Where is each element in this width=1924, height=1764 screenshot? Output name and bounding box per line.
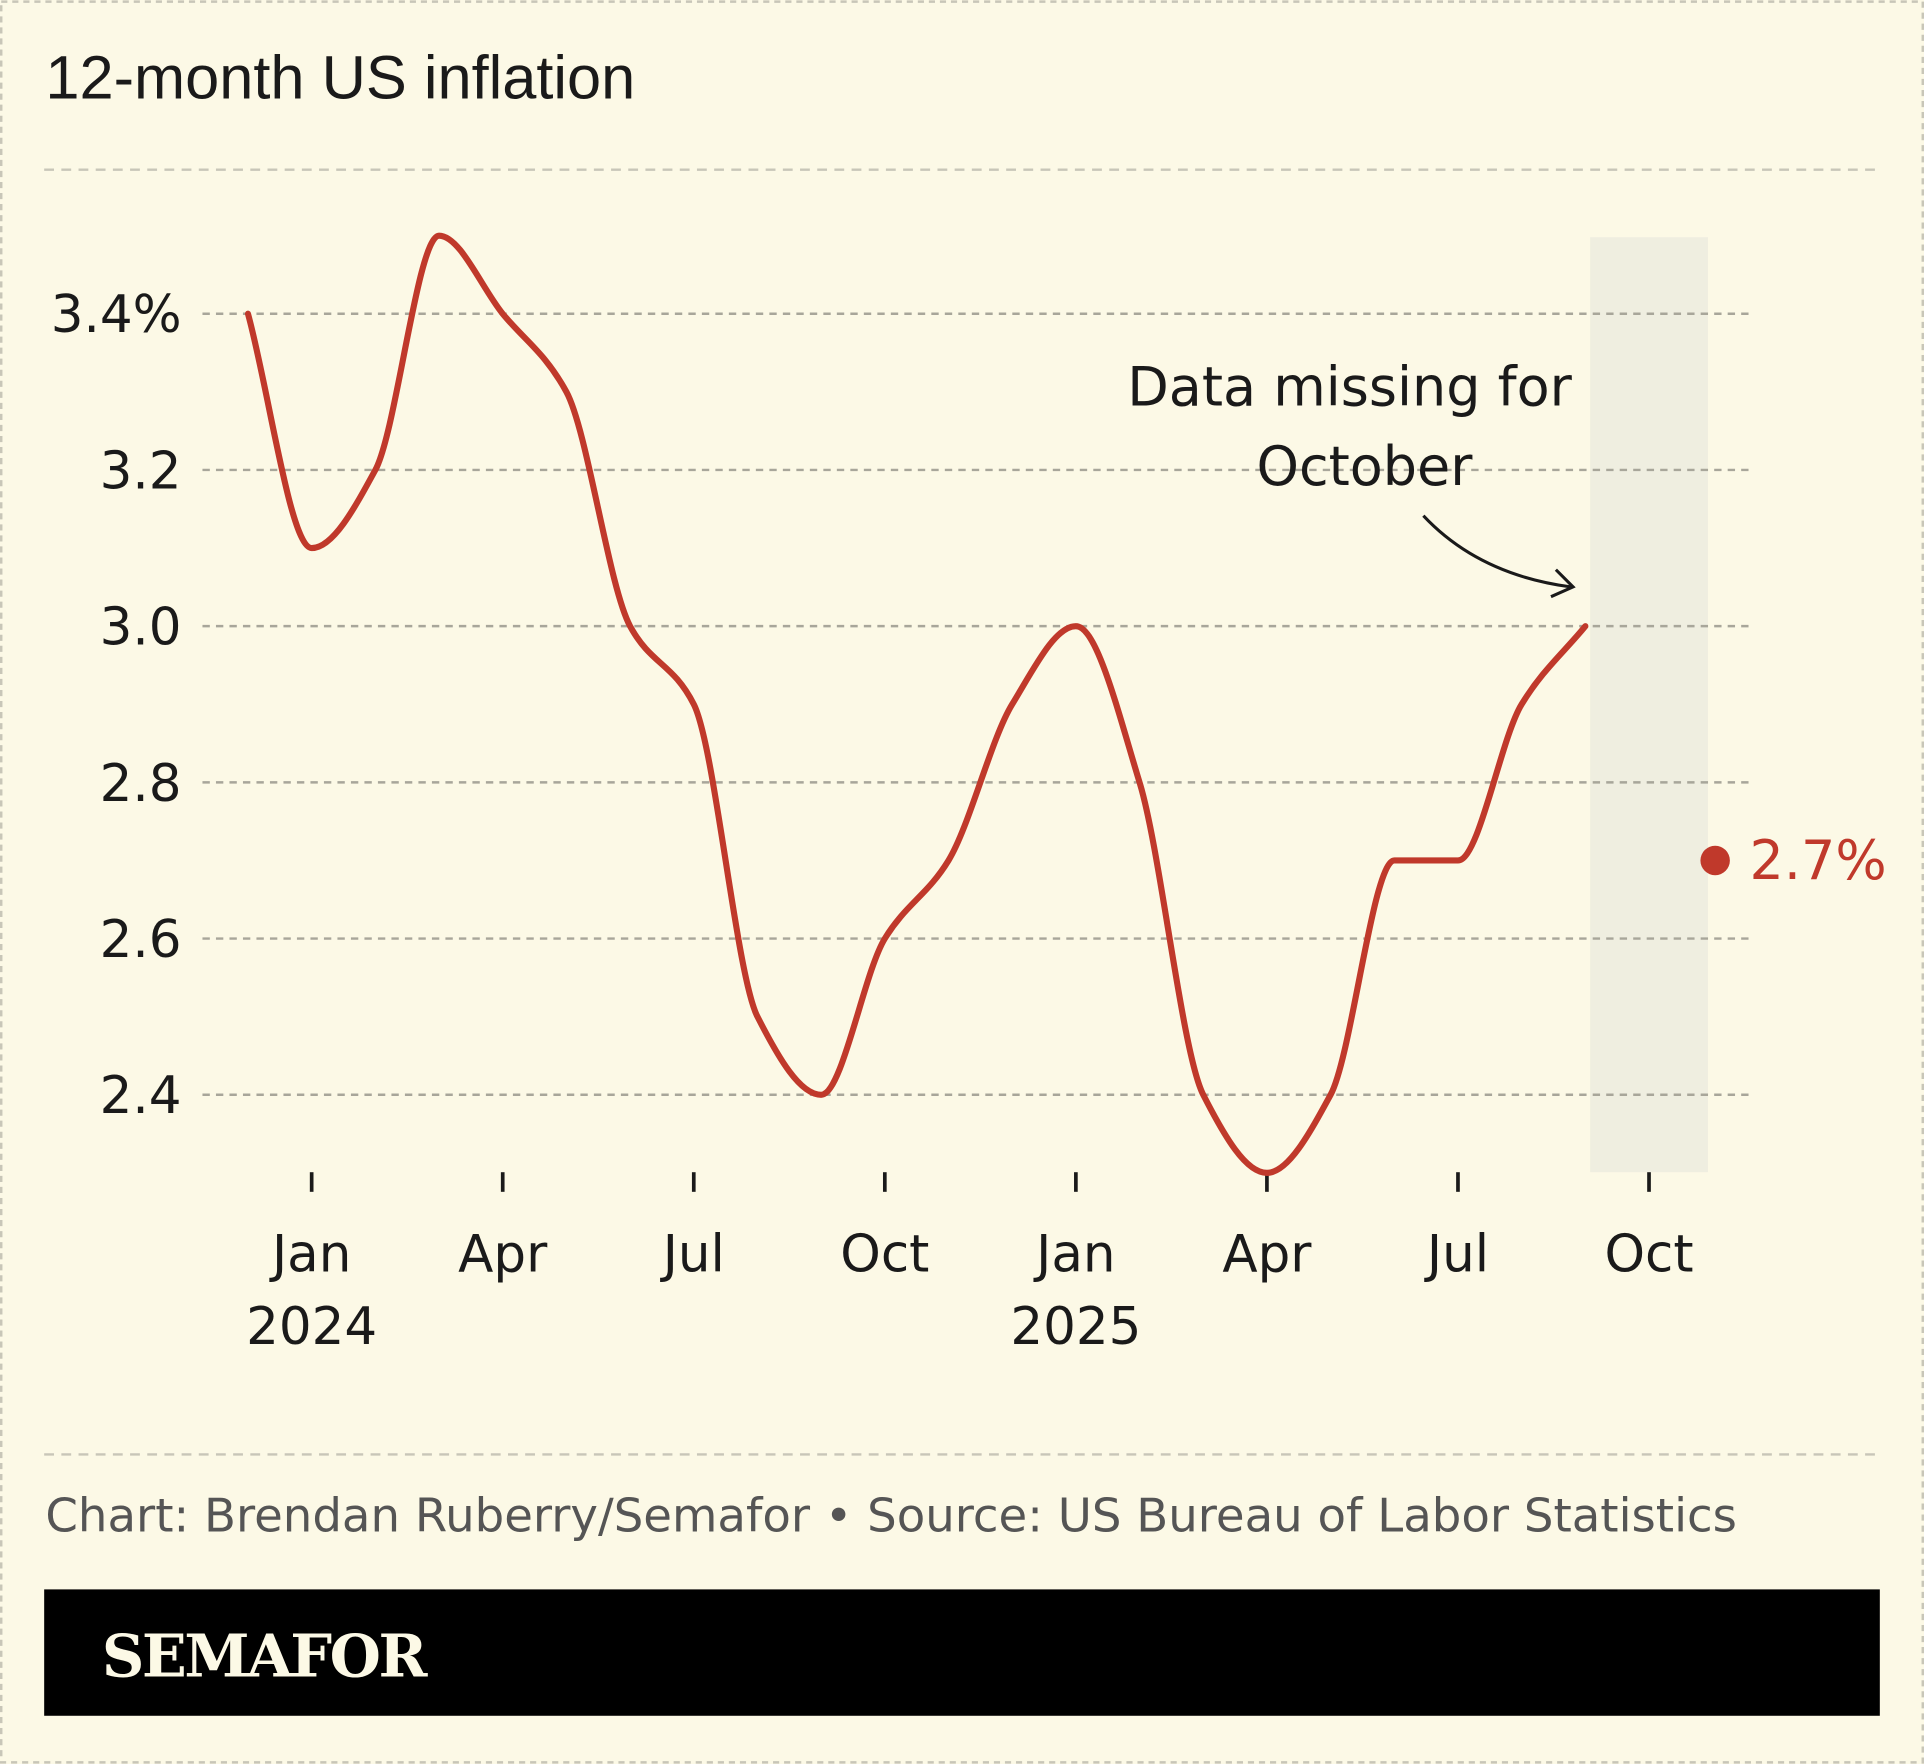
x-tick-year: 2024 xyxy=(246,1297,377,1357)
annotation-line1: Data missing for xyxy=(1127,355,1572,418)
x-tick-label: Oct xyxy=(840,1225,929,1285)
y-tick-label: 3.4% xyxy=(51,285,182,345)
y-tick-label: 2.8 xyxy=(100,754,182,814)
latest-point-marker xyxy=(1700,845,1730,876)
x-tick-label: Jul xyxy=(1424,1225,1489,1285)
x-tick-label: Jan xyxy=(269,1225,351,1285)
inflation-line xyxy=(244,232,1589,1176)
y-tick-label: 3.2 xyxy=(100,441,182,501)
x-tick-label: Jul xyxy=(660,1225,725,1285)
annotation-arrow xyxy=(1422,514,1571,589)
footer-credit: Chart: Brendan Ruberry/Semafor • Source:… xyxy=(45,1489,1737,1543)
semafor-logo: SEMAFOR xyxy=(102,1622,429,1691)
x-tick-label: Apr xyxy=(458,1225,548,1285)
y-tick-label: 2.4 xyxy=(100,1066,182,1126)
latest-point-label: 2.7% xyxy=(1750,829,1887,892)
x-tick-label: Oct xyxy=(1604,1225,1693,1285)
footer-bar xyxy=(44,1589,1880,1716)
chart-title: 12-month US inflation xyxy=(45,44,635,113)
annotation-line2: October xyxy=(1256,435,1473,498)
x-tick-year: 2025 xyxy=(1010,1297,1141,1357)
x-tick-label: Jan xyxy=(1033,1225,1115,1285)
arrowhead-icon xyxy=(1550,568,1576,599)
missing-data-band xyxy=(1590,237,1708,1173)
y-tick-label: 2.6 xyxy=(100,910,182,970)
y-tick-label: 3.0 xyxy=(100,598,182,658)
x-tick-label: Apr xyxy=(1222,1225,1312,1285)
